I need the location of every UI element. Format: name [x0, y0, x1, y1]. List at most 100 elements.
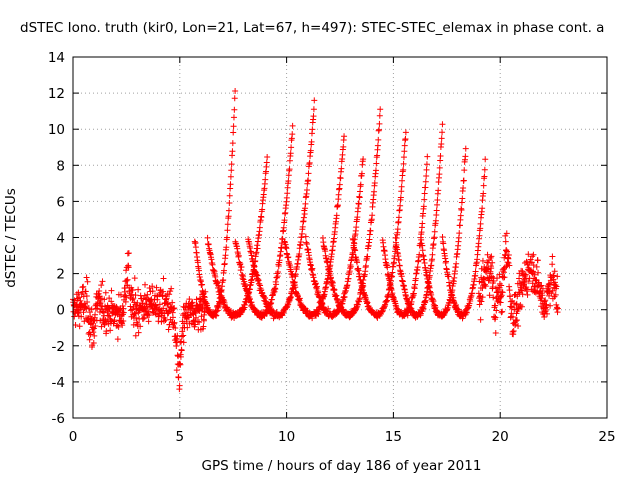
data-point [135, 329, 142, 336]
data-point [424, 153, 431, 160]
data-point [531, 271, 538, 278]
data-point [402, 135, 409, 142]
data-point [296, 295, 303, 302]
data-point [358, 170, 365, 177]
data-point [216, 284, 223, 291]
data-point [288, 144, 295, 151]
data-point [227, 173, 234, 180]
data-point [504, 248, 511, 255]
data-point [333, 212, 340, 219]
data-point [423, 161, 430, 168]
data-point [72, 322, 79, 329]
data-point [502, 238, 509, 245]
data-point [481, 173, 488, 180]
data-point [350, 236, 357, 243]
data-point [124, 276, 131, 283]
data-point [127, 307, 134, 314]
data-point [311, 97, 318, 104]
data-point [376, 120, 383, 127]
data-point [163, 295, 170, 302]
data-point [99, 278, 106, 285]
data-point [226, 200, 233, 207]
data-point [153, 284, 160, 291]
data-point [309, 126, 316, 133]
data-point [159, 288, 166, 295]
data-point [389, 269, 396, 276]
data-point [377, 106, 384, 113]
data-point [549, 253, 556, 260]
data-point [488, 253, 495, 260]
data-point [108, 298, 115, 305]
data-point [130, 321, 137, 328]
data-point [300, 214, 307, 221]
data-point [519, 291, 526, 298]
data-point [258, 214, 265, 221]
data-point [92, 311, 99, 318]
data-point [296, 251, 303, 258]
data-point [360, 282, 367, 289]
data-point [149, 288, 156, 295]
data-point [85, 305, 92, 312]
data-point [525, 251, 532, 258]
chart-title: dSTEC Iono. truth (kir0, Lon=21, Lat=67,… [20, 20, 605, 36]
data-point [339, 151, 346, 158]
data-point [259, 206, 266, 213]
x-tick-label: 25 [598, 429, 615, 445]
data-point [397, 194, 404, 201]
data-point [375, 136, 382, 143]
data-point [285, 177, 292, 184]
data-point [275, 268, 282, 275]
data-point [395, 214, 402, 221]
data-point [419, 247, 426, 254]
data-point [479, 294, 486, 301]
data-point [76, 294, 83, 301]
y-tick-label: -6 [52, 411, 65, 427]
data-point [171, 319, 178, 326]
data-point [119, 302, 126, 309]
data-point [530, 262, 537, 269]
data-point [479, 285, 486, 292]
data-point [302, 233, 309, 240]
data-point [87, 313, 94, 320]
data-point [535, 269, 542, 276]
data-point [131, 311, 138, 318]
data-point [478, 298, 485, 305]
data-point [142, 281, 149, 288]
data-point [357, 188, 364, 195]
data-point [263, 159, 270, 166]
data-point [521, 279, 528, 286]
data-point [224, 221, 231, 228]
data-point [401, 142, 408, 149]
data-point [192, 321, 199, 328]
data-point [503, 230, 510, 237]
data-point [551, 268, 558, 275]
data-point [307, 147, 314, 154]
data-point [273, 281, 280, 288]
data-point [175, 374, 182, 381]
data-point [486, 292, 493, 299]
data-point [305, 177, 312, 184]
data-point [79, 289, 86, 295]
data-point [553, 301, 560, 308]
data-point [482, 156, 489, 163]
data-point [192, 244, 199, 251]
data-point [287, 150, 294, 157]
data-point [507, 293, 514, 300]
data-point [355, 267, 362, 274]
data-point [497, 293, 504, 300]
data-point [369, 212, 376, 219]
data-point [96, 309, 103, 316]
data-point [433, 207, 440, 214]
data-point [91, 332, 98, 339]
data-point [514, 293, 521, 300]
data-point [374, 152, 381, 159]
data-point [272, 285, 279, 292]
data-point [524, 291, 531, 298]
data-point [498, 309, 505, 316]
data-point [160, 305, 167, 312]
data-point [280, 224, 287, 231]
data-point [86, 336, 93, 343]
data-point [225, 213, 232, 220]
data-point [525, 278, 532, 285]
data-point [420, 203, 427, 210]
